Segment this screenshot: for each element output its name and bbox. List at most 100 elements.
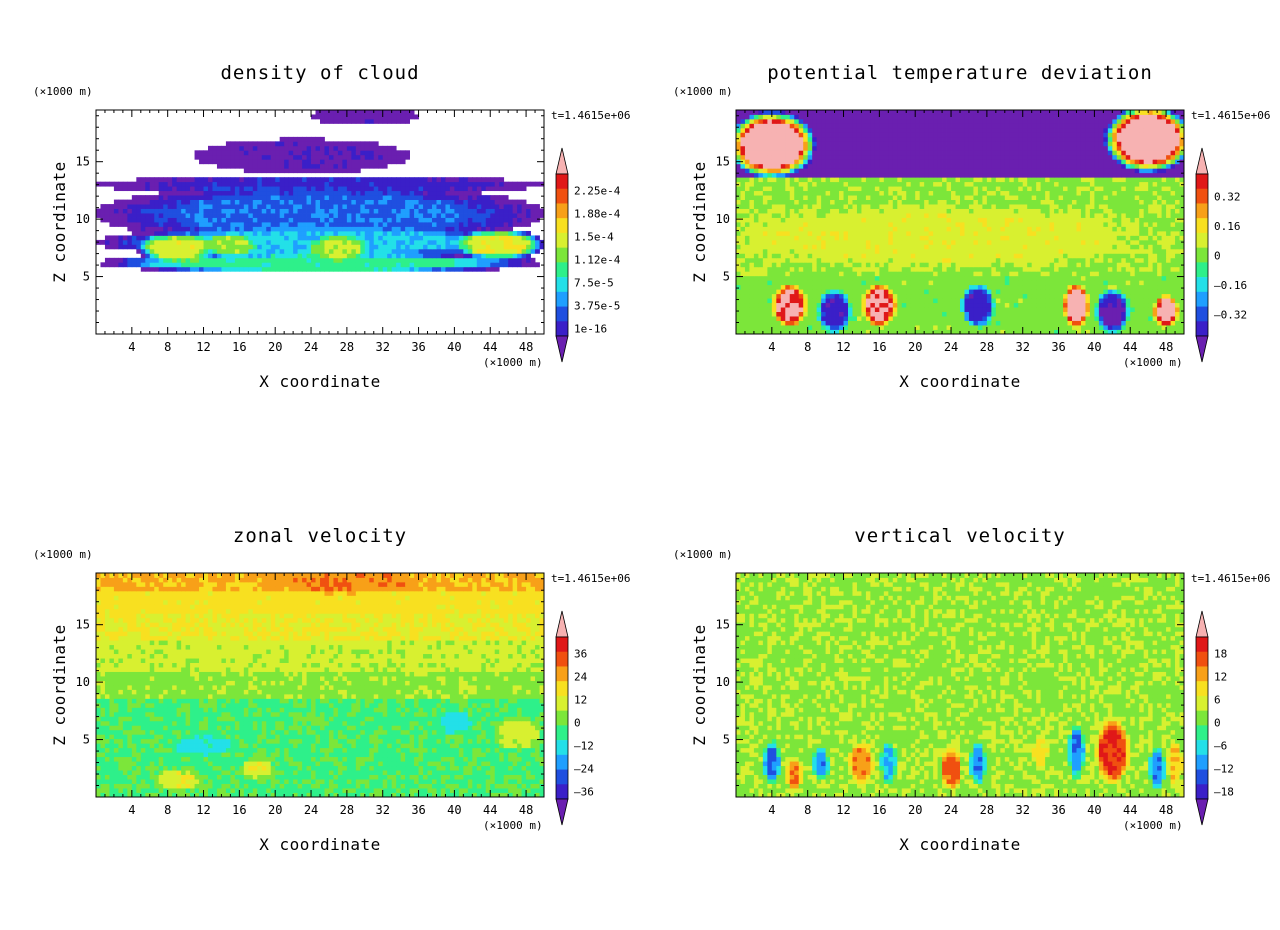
contour-cell bbox=[522, 253, 527, 258]
contour-cell bbox=[266, 195, 271, 200]
contour-cell bbox=[767, 307, 772, 312]
contour-cell bbox=[1135, 325, 1140, 330]
contour-cell bbox=[987, 307, 992, 312]
contour-cell bbox=[531, 204, 536, 209]
contour-cell bbox=[870, 303, 875, 308]
contour-cell bbox=[410, 249, 415, 254]
contour-cell bbox=[1023, 249, 1028, 254]
contour-cell bbox=[1157, 312, 1162, 317]
contour-cell bbox=[150, 253, 155, 258]
contour-cell bbox=[1032, 289, 1037, 294]
contour-cell bbox=[826, 276, 831, 281]
contour-cell bbox=[477, 191, 482, 196]
contour-cell bbox=[190, 253, 195, 258]
contour-cell bbox=[342, 195, 347, 200]
contour-cell bbox=[508, 200, 513, 205]
contour-cell bbox=[154, 213, 159, 218]
contour-cell bbox=[861, 222, 866, 227]
contour-cell bbox=[785, 267, 790, 272]
contour-cell bbox=[844, 262, 849, 267]
contour-cell bbox=[875, 262, 880, 267]
contour-cell bbox=[794, 307, 799, 312]
contour-cell bbox=[879, 222, 884, 227]
contour-cell bbox=[481, 186, 486, 191]
contour-cell bbox=[1076, 285, 1081, 290]
contour-cell bbox=[360, 253, 365, 258]
contour-cell bbox=[1063, 262, 1068, 267]
contour-cell bbox=[293, 231, 298, 236]
contour-cell bbox=[808, 316, 813, 321]
contour-cell bbox=[888, 235, 893, 240]
contour-cell bbox=[1023, 307, 1028, 312]
contour-cell bbox=[275, 218, 280, 223]
contour-cell bbox=[848, 244, 853, 249]
contour-cell bbox=[1130, 267, 1135, 272]
contour-cell bbox=[938, 235, 943, 240]
contour-cell bbox=[1108, 321, 1113, 326]
contour-cell bbox=[978, 325, 983, 330]
contour-cell bbox=[342, 262, 347, 267]
contour-cell bbox=[1045, 253, 1050, 258]
contour-cell bbox=[1076, 325, 1081, 330]
contour-cell bbox=[830, 258, 835, 263]
contour-cell bbox=[293, 177, 298, 182]
contour-cell bbox=[177, 231, 182, 236]
contour-cell bbox=[969, 280, 974, 285]
contour-cell bbox=[387, 240, 392, 245]
contour-cell bbox=[839, 271, 844, 276]
contour-cell bbox=[861, 321, 866, 326]
contour-cell bbox=[785, 244, 790, 249]
contour-cell bbox=[392, 200, 397, 205]
contour-cell bbox=[1121, 321, 1126, 326]
contour-cell bbox=[235, 267, 240, 272]
contour-cell bbox=[996, 285, 1001, 290]
contour-cell bbox=[298, 155, 303, 160]
contour-cell bbox=[342, 258, 347, 263]
contour-cell bbox=[1068, 276, 1073, 281]
contour-cell bbox=[1059, 267, 1064, 272]
contour-cell bbox=[915, 222, 920, 227]
contour-cell bbox=[405, 200, 410, 205]
contour-cell bbox=[745, 249, 750, 254]
contour-cell bbox=[1005, 262, 1010, 267]
contour-cell bbox=[136, 262, 141, 267]
contour-cell bbox=[991, 240, 996, 245]
contour-cell bbox=[1005, 271, 1010, 276]
contour-cell bbox=[888, 258, 893, 263]
contour-cell bbox=[812, 289, 817, 294]
contour-cell bbox=[893, 276, 898, 281]
contour-cell bbox=[208, 146, 213, 151]
contour-cell bbox=[383, 150, 388, 155]
contour-cell bbox=[1175, 312, 1180, 317]
contour-cell bbox=[781, 218, 786, 223]
contour-cell bbox=[127, 222, 132, 227]
contour-cell bbox=[1018, 316, 1023, 321]
contour-cell bbox=[920, 325, 925, 330]
contour-cell bbox=[1112, 280, 1117, 285]
contour-cell bbox=[1009, 253, 1014, 258]
contour-cell bbox=[114, 200, 119, 205]
contour-cell bbox=[298, 218, 303, 223]
contour-cell bbox=[1130, 298, 1135, 303]
contour-cell bbox=[1090, 262, 1095, 267]
contour-cell bbox=[799, 267, 804, 272]
contour-cell bbox=[924, 258, 929, 263]
contour-cell bbox=[1166, 258, 1171, 263]
contour-cell bbox=[419, 186, 424, 191]
contour-cell bbox=[235, 195, 240, 200]
contour-cell bbox=[369, 231, 374, 236]
contour-cell bbox=[428, 222, 433, 227]
contour-cell bbox=[212, 249, 217, 254]
contour-cell bbox=[454, 186, 459, 191]
contour-cell bbox=[947, 271, 952, 276]
contour-cell bbox=[459, 231, 464, 236]
contour-cell bbox=[933, 249, 938, 254]
contour-cell bbox=[1059, 298, 1064, 303]
contour-cell bbox=[428, 177, 433, 182]
contour-cell bbox=[920, 294, 925, 299]
contour-cell bbox=[275, 235, 280, 240]
contour-cell bbox=[870, 262, 875, 267]
contour-cell bbox=[419, 191, 424, 196]
contour-cell bbox=[141, 177, 146, 182]
contour-cell bbox=[226, 155, 231, 160]
